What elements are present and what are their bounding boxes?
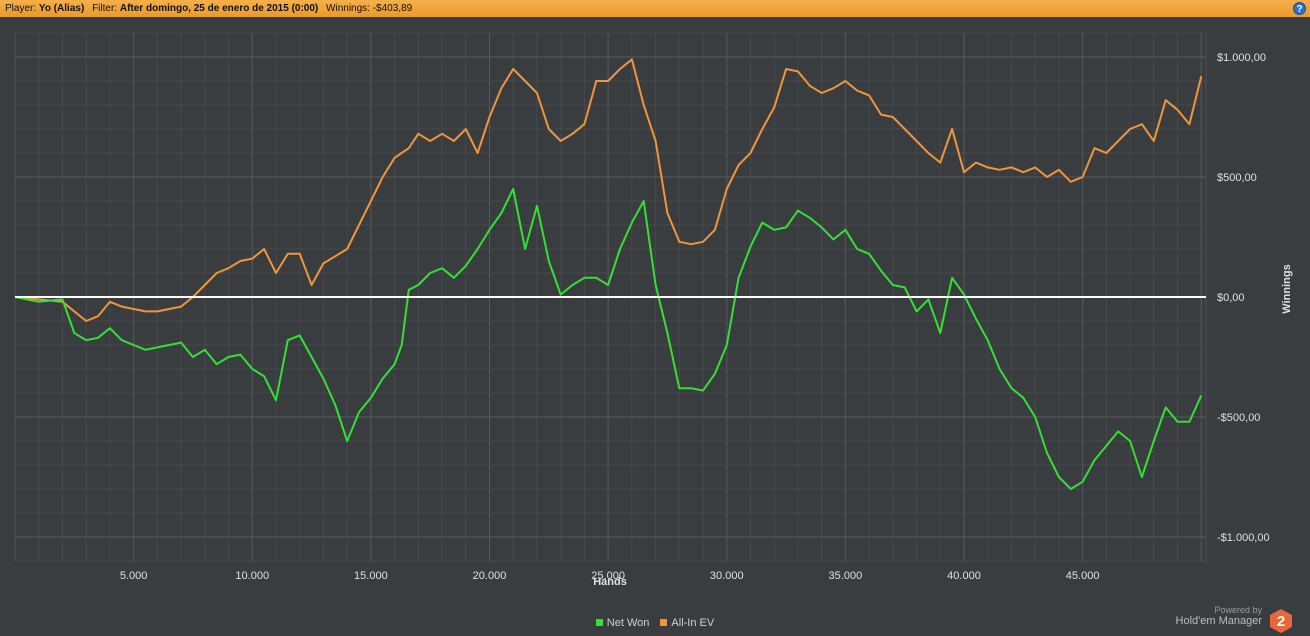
powered-by: Powered by Hold'em Manager [1176, 605, 1262, 628]
y-tick-label: $0,00 [1217, 292, 1245, 304]
y-tick-label: -$1.000,00 [1217, 532, 1270, 544]
y-tick-label: -$500,00 [1217, 412, 1260, 424]
x-tick-label: 40.000 [947, 570, 981, 582]
series-line-net-won [14, 188, 1203, 490]
x-axis-label: Hands [593, 576, 627, 588]
x-tick-label: 10.000 [235, 570, 269, 582]
series-line-all-in-ev [14, 58, 1203, 322]
help-icon[interactable]: ? [1293, 2, 1306, 15]
hem2-logo-icon: 2 [1270, 609, 1292, 633]
legend-label-all-in-ev: All-In EV [671, 617, 715, 629]
logo-text: 2 [1277, 613, 1285, 630]
x-tick-label: 45.000 [1066, 570, 1100, 582]
x-tick-label: 20.000 [473, 570, 507, 582]
legend-item-net-won[interactable]: Net Won [595, 617, 650, 629]
y-tick-label: $1.000,00 [1217, 52, 1266, 64]
legend-swatch-net-won [595, 619, 603, 626]
brand-name: Hold'em Manager [1175, 615, 1262, 627]
filter-bar: Player: Yo (Alias) Filter: After domingo… [0, 0, 1310, 17]
winnings-chart: 5.000 10.000 15.000 20.000 25.000 30.000 35.00… [14, 32, 1293, 588]
y-tick-label: $500,00 [1217, 172, 1257, 184]
chart-ticks: 5.000 10.000 15.000 20.000 25.000 30.000 35.00… [120, 52, 1270, 582]
x-tick-label: 5.000 [120, 570, 148, 582]
x-tick-label: 25.000 [591, 570, 625, 582]
winnings-value: -$403,89 [372, 3, 413, 14]
x-tick-label: 15.000 [354, 570, 388, 582]
powered-by-label: Powered by [1214, 605, 1262, 615]
legend-label-net-won: Net Won [606, 617, 650, 629]
filter-value[interactable]: After domingo, 25 de enero de 2015 (0:00… [119, 3, 319, 14]
legend-swatch-all-in-ev [660, 619, 668, 626]
player-value[interactable]: Yo (Alias) [38, 3, 85, 14]
filter-label: Filter: [92, 3, 118, 14]
x-tick-label: 35.000 [829, 570, 863, 582]
legend-item-all-in-ev[interactable]: All-In EV [660, 617, 714, 629]
x-tick-label: 30.000 [710, 570, 744, 582]
chart-legend: Net Won All-In EV [0, 617, 1310, 629]
player-label: Player: [5, 3, 37, 14]
winnings-label: Winnings: [326, 3, 370, 14]
chart-series [14, 58, 1203, 490]
y-axis-label: Winnings [1281, 264, 1293, 313]
